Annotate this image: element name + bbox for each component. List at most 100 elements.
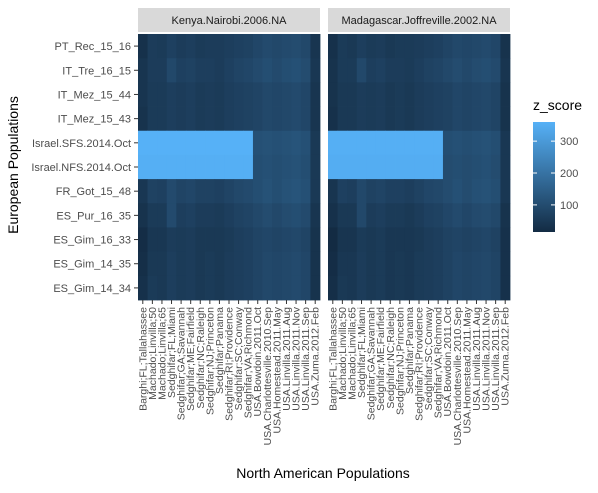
heatmap-cell	[481, 275, 492, 301]
heatmap-cell	[414, 34, 425, 59]
heatmap-cell	[291, 227, 302, 253]
heatmap-cell	[300, 203, 311, 228]
heatmap-cell	[214, 154, 225, 180]
heatmap-cell	[328, 251, 338, 277]
x-tick-label: Sedghifar;FL;Miami	[166, 307, 178, 398]
heatmap-cell	[185, 106, 196, 132]
heatmap-cell	[414, 227, 425, 253]
heatmap-cell	[166, 82, 177, 107]
heatmap-cell	[205, 179, 216, 204]
x-tick-label: USA.Charlottesville.2010.Sep	[452, 307, 464, 445]
heatmap-cell	[214, 251, 225, 277]
x-tick-label: USA.Homestead.2011.May	[271, 306, 283, 433]
heatmap-cell	[404, 34, 415, 59]
x-tick-label: Barghi;FL;Tallahassee	[327, 307, 339, 411]
heatmap-cell	[366, 82, 377, 107]
heatmap-cell	[423, 275, 434, 301]
x-tick-label: USA.Linvilla.2011.Sep	[490, 307, 502, 411]
heatmap-cell	[481, 82, 492, 107]
y-tick-label: ES_Gim_14_35	[53, 259, 131, 271]
heatmap-cell	[328, 34, 338, 59]
heatmap-cell	[300, 130, 311, 156]
heatmap-cell	[328, 130, 338, 156]
heatmap-cell	[442, 58, 453, 83]
heatmap-cell	[462, 203, 473, 228]
heatmap-cell	[423, 179, 434, 204]
heatmap-cell	[300, 179, 311, 204]
heatmap-cell	[395, 106, 406, 132]
heatmap-cell	[233, 58, 244, 83]
heatmap-cell	[366, 34, 377, 59]
heatmap-cell	[185, 275, 196, 301]
heatmap-cell	[404, 275, 415, 301]
heatmap-cell	[233, 130, 244, 156]
x-tick-label: Sedghifar;GA;Savannah	[366, 307, 378, 420]
heatmap-cell	[366, 227, 377, 253]
heatmap-cell	[185, 130, 196, 156]
heatmap-cell	[195, 251, 206, 277]
heatmap-cell	[224, 154, 235, 180]
heatmap-cell	[423, 130, 434, 156]
heatmap-cell	[205, 251, 216, 277]
heatmap-cell	[385, 179, 396, 204]
heatmap-cell	[481, 203, 492, 228]
heatmap-cell	[291, 34, 302, 59]
heatmap-cell	[224, 179, 235, 204]
heatmap-cell	[166, 34, 177, 59]
heatmap-cell	[176, 106, 187, 132]
heatmap-cell	[366, 106, 377, 132]
heatmap-cell	[452, 34, 463, 59]
heatmap-cell	[395, 58, 406, 83]
heatmap-cell	[471, 179, 482, 204]
heatmap-cell	[138, 58, 148, 83]
heatmap-cell	[281, 179, 292, 204]
heatmap-cell	[375, 179, 386, 204]
heatmap-cell	[262, 34, 273, 59]
heatmap-cell	[243, 179, 254, 204]
heatmap-cell	[385, 82, 396, 107]
heatmap-cell	[310, 130, 321, 156]
heatmap-cell	[366, 130, 377, 156]
heatmap-cell	[233, 82, 244, 107]
heatmap-cell	[281, 82, 292, 107]
heatmap-cell	[138, 106, 148, 132]
heatmap-cell	[423, 106, 434, 132]
heatmap-cell	[252, 34, 263, 59]
heatmap-cell	[366, 154, 377, 180]
y-tick-label: ES_Pur_16_35	[56, 210, 131, 222]
heatmap-cell	[252, 227, 263, 253]
heatmap-cell	[157, 203, 168, 228]
x-tick-label: USA.Zuma.2012.Feb	[310, 307, 322, 406]
heatmap-cell	[328, 203, 338, 228]
heatmap-cell	[272, 58, 283, 83]
heatmap-cell	[281, 203, 292, 228]
heatmap-cell	[252, 106, 263, 132]
heatmap-cell	[157, 130, 168, 156]
heatmap-cell	[462, 179, 473, 204]
heatmap-cell	[205, 227, 216, 253]
heatmap-cell	[157, 251, 168, 277]
heatmap-cell	[328, 58, 338, 83]
heatmap-cell	[262, 82, 273, 107]
heatmap-cell	[481, 179, 492, 204]
heatmap-cell	[166, 58, 177, 83]
heatmap-cell	[195, 106, 206, 132]
heatmap-cell	[337, 275, 348, 301]
x-tick-label: USA.Linvilla.2011.Nov	[481, 306, 493, 410]
heatmap-cell	[310, 203, 321, 228]
heatmap-cell	[462, 34, 473, 59]
heatmap-cell	[433, 58, 444, 83]
heatmap-cell	[310, 34, 321, 59]
heatmap-cell	[347, 130, 358, 156]
heatmap-cell	[356, 106, 367, 132]
heatmap-cell	[404, 251, 415, 277]
heatmap-cell	[404, 106, 415, 132]
heatmap-cell	[262, 154, 273, 180]
x-tick-label: USA.Linvilla.2011.Nov	[291, 306, 303, 410]
heatmap-cell	[262, 227, 273, 253]
heatmap-cell	[243, 130, 254, 156]
heatmap-cell	[281, 275, 292, 301]
heatmap-cell	[462, 275, 473, 301]
heatmap-cell	[433, 275, 444, 301]
heatmap-cell	[195, 58, 206, 83]
